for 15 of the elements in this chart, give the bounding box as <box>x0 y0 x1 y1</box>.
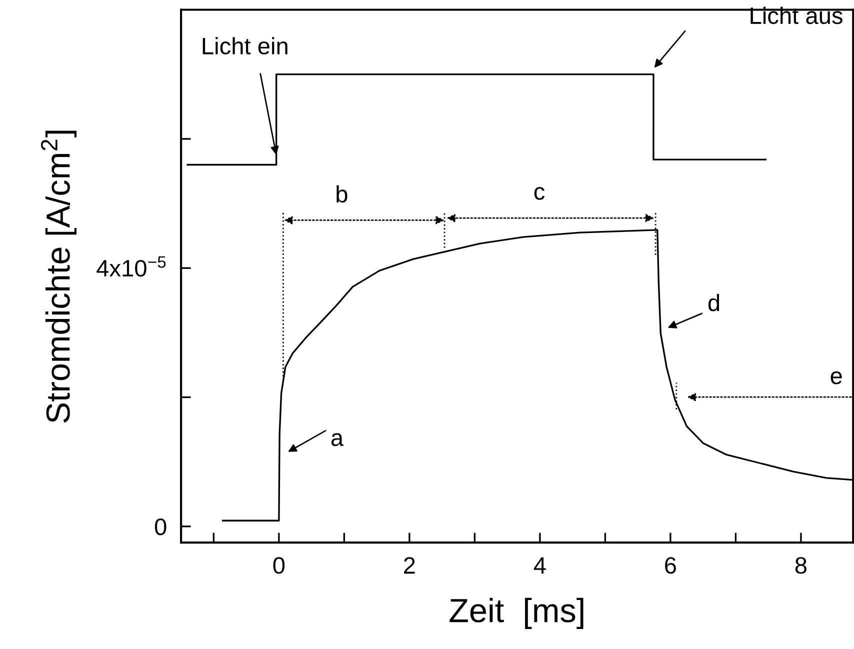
x-tick-label: 6 <box>665 557 676 574</box>
annotation: Licht aus <box>750 6 842 24</box>
annotation: e <box>830 371 842 384</box>
annotation: d <box>708 294 720 312</box>
annotation: a <box>331 433 344 446</box>
x-tick-label: 0 <box>273 557 285 574</box>
x-tick-label: 8 <box>795 557 806 574</box>
y-axis-title: Stromdichte [A/cm$^{2}$] <box>40 130 77 423</box>
x-tick-label: 2 <box>404 557 415 574</box>
x-axis-title: Zeit [ms] <box>450 598 584 629</box>
annotation: b <box>336 185 348 203</box>
annotation: c <box>534 186 545 200</box>
y-tick-label: 4x10$^{−5}$ <box>96 256 166 277</box>
x-tick-label: 4 <box>534 557 546 574</box>
annotation: Licht ein <box>202 37 288 54</box>
